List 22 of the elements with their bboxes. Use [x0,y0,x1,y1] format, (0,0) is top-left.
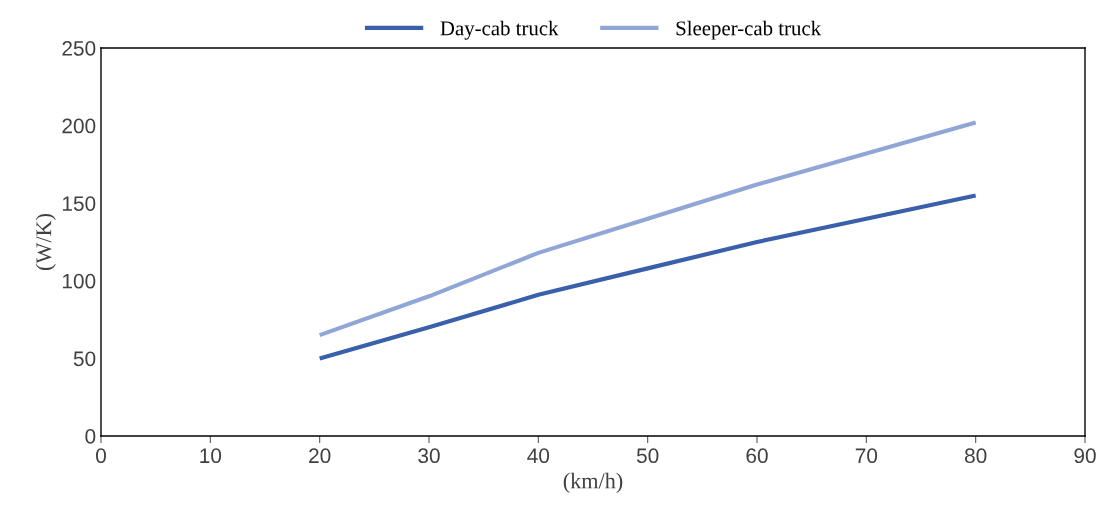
y-tick-label: 100 [62,273,96,289]
legend-label: Sleeper-cab truck [676,20,822,40]
x-tick-label: 50 [636,448,659,464]
x-tick-label: 90 [1074,448,1096,464]
x-tick-label: 80 [964,448,987,464]
line-series [317,120,978,338]
x-tick-label: 10 [200,448,222,464]
y-tick-label: 200 [62,118,96,134]
line-series [317,193,978,361]
x-tick-label: 0 [96,448,106,464]
y-tick-label: 50 [73,351,96,367]
legend-label: Day-cab truck [440,20,559,40]
y-axis-title: (W/K) [35,213,56,271]
x-tick-label: 70 [855,448,878,464]
y-tick-label: 150 [62,196,96,211]
x-tick-label: 20 [309,448,331,464]
x-axis-title: (km/h) [563,472,623,493]
y-tick-label: 0 [85,429,96,444]
x-tick-label: 60 [746,448,768,464]
y-tick-label: 250 [62,41,96,56]
x-tick-label: 30 [418,448,440,464]
x-tick-label: 40 [527,448,550,464]
